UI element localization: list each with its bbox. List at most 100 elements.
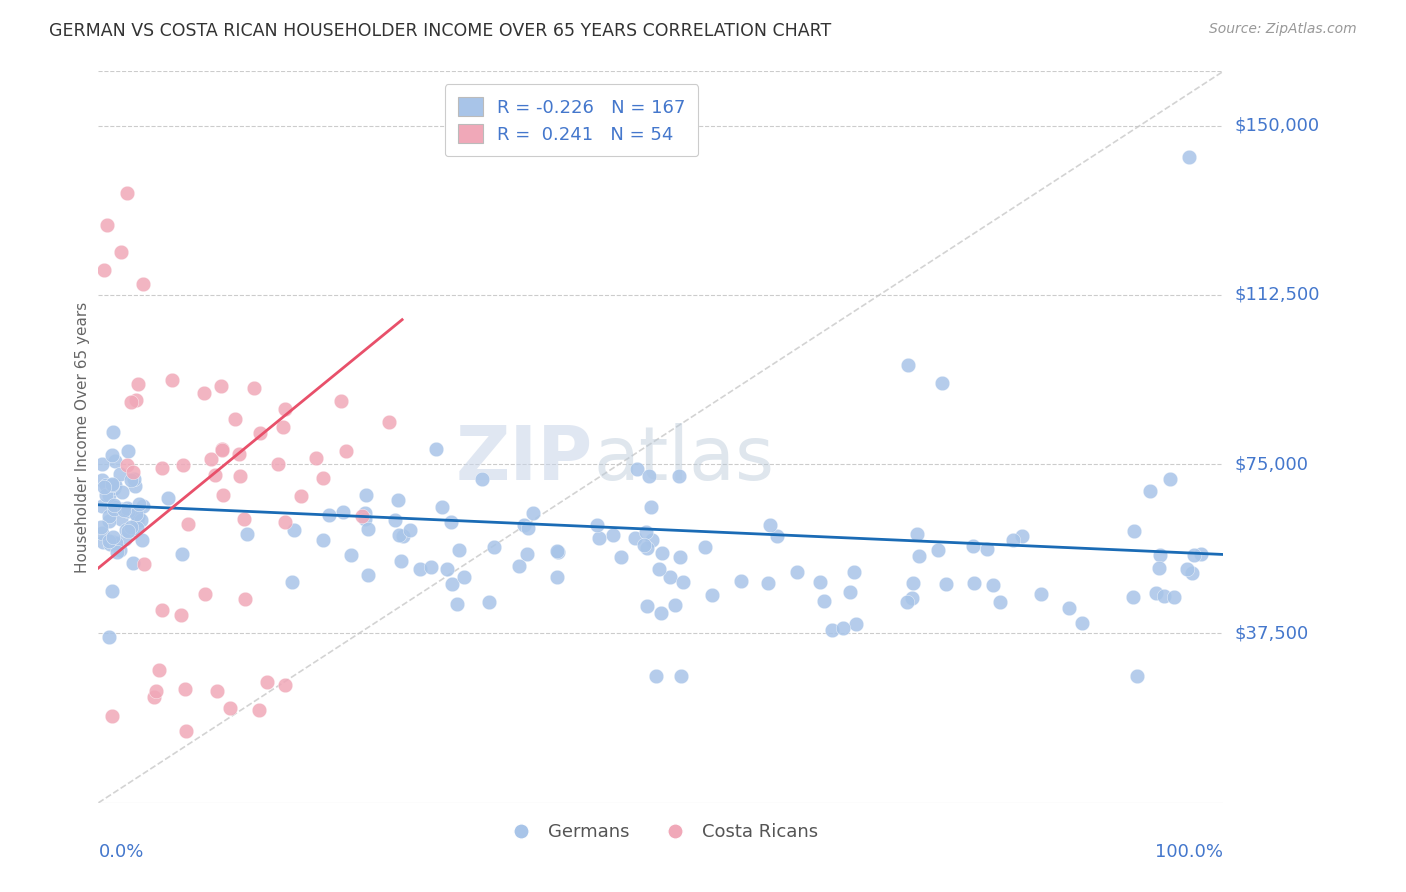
Point <box>447 542 470 557</box>
Point <box>1122 524 1144 538</box>
Point <box>91 526 114 541</box>
Point <box>602 528 624 542</box>
Point <box>232 512 254 526</box>
Point <box>273 420 295 434</box>
Point <box>808 575 831 590</box>
Text: 0.0%: 0.0% <box>98 843 143 861</box>
Point <box>211 488 233 502</box>
Point <box>290 489 312 503</box>
Point <box>588 532 610 546</box>
Point <box>672 575 695 590</box>
Point <box>931 376 953 390</box>
Point <box>105 536 128 550</box>
Point <box>103 481 125 495</box>
Point <box>935 577 957 591</box>
Point <box>585 517 607 532</box>
Point <box>388 527 411 541</box>
Point <box>312 533 335 548</box>
Text: $75,000: $75,000 <box>1234 455 1309 473</box>
Point <box>626 462 648 476</box>
Point <box>409 562 432 576</box>
Point <box>842 566 865 580</box>
Point <box>389 553 412 567</box>
Point <box>1144 586 1167 600</box>
Point <box>256 674 278 689</box>
Point <box>766 529 789 543</box>
Text: $112,500: $112,500 <box>1234 285 1320 304</box>
Point <box>1057 601 1080 615</box>
Point <box>100 449 122 463</box>
Point <box>318 508 340 523</box>
Point <box>93 480 115 494</box>
Point <box>357 567 380 582</box>
Point <box>219 701 242 715</box>
Point <box>517 521 540 535</box>
Point <box>160 373 183 387</box>
Point <box>436 561 458 575</box>
Point <box>90 473 112 487</box>
Point <box>103 498 125 512</box>
Point <box>211 443 233 458</box>
Point <box>1178 150 1201 164</box>
Point <box>651 545 673 559</box>
Point <box>148 664 170 678</box>
Point <box>312 471 335 485</box>
Point <box>132 499 155 513</box>
Point <box>1122 591 1144 605</box>
Point <box>111 484 134 499</box>
Point <box>640 500 662 515</box>
Point <box>145 683 167 698</box>
Point <box>669 669 692 683</box>
Point <box>101 531 124 545</box>
Point <box>209 379 232 393</box>
Point <box>104 477 127 491</box>
Point <box>90 520 112 534</box>
Point <box>335 443 357 458</box>
Point <box>211 442 233 457</box>
Point <box>224 411 246 425</box>
Text: $37,500: $37,500 <box>1234 624 1309 642</box>
Point <box>425 442 447 456</box>
Point <box>1181 566 1204 581</box>
Point <box>249 426 271 441</box>
Point <box>101 584 124 599</box>
Point <box>93 263 115 277</box>
Point <box>641 533 664 547</box>
Point <box>650 607 672 621</box>
Point <box>127 509 149 524</box>
Point <box>194 587 217 601</box>
Point <box>905 526 928 541</box>
Point <box>637 468 659 483</box>
Point <box>121 524 143 538</box>
Point <box>114 532 136 546</box>
Point <box>267 457 290 471</box>
Point <box>110 244 132 259</box>
Point <box>103 500 125 515</box>
Point <box>110 501 132 516</box>
Point <box>125 520 148 534</box>
Point <box>112 502 135 516</box>
Point <box>1139 483 1161 498</box>
Point <box>100 478 122 492</box>
Point <box>838 585 860 599</box>
Point <box>900 591 922 605</box>
Point <box>193 385 215 400</box>
Point <box>387 493 409 508</box>
Point <box>1071 615 1094 630</box>
Point <box>647 562 669 576</box>
Point <box>623 531 645 545</box>
Point <box>100 477 122 491</box>
Point <box>94 478 117 492</box>
Point <box>354 488 377 502</box>
Point <box>110 512 132 526</box>
Point <box>114 523 136 537</box>
Point <box>229 469 252 483</box>
Point <box>115 186 138 201</box>
Point <box>172 547 194 561</box>
Point <box>235 526 257 541</box>
Point <box>478 595 501 609</box>
Text: Source: ZipAtlas.com: Source: ZipAtlas.com <box>1209 22 1357 37</box>
Point <box>274 516 297 530</box>
Point <box>122 472 145 486</box>
Point <box>547 545 569 559</box>
